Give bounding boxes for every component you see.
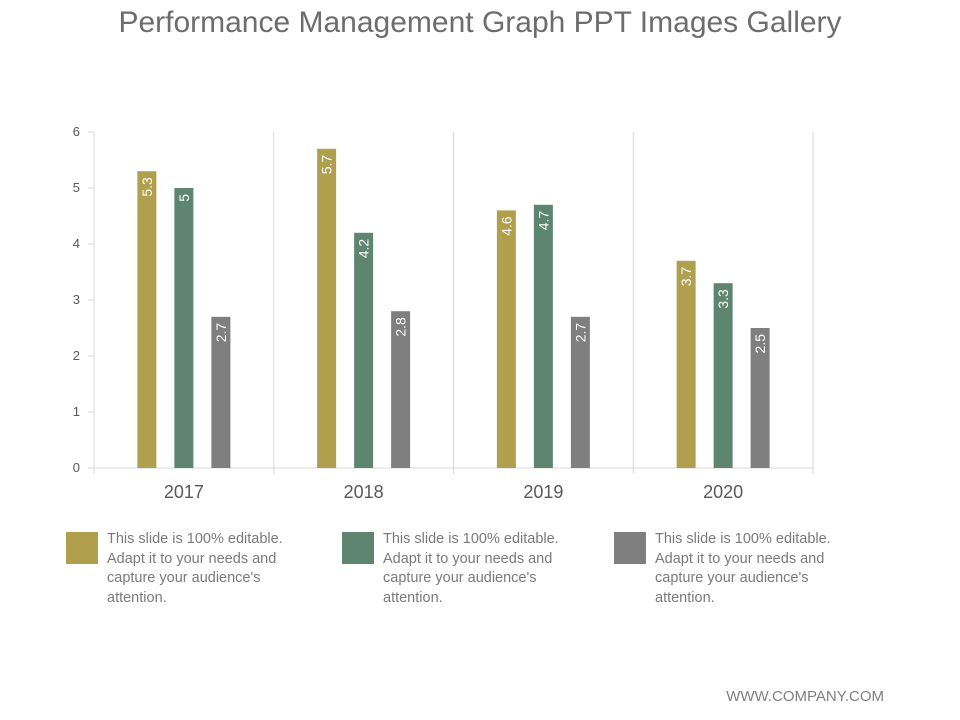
legend-text-2: This slide is 100% editable. Adapt it to… — [383, 531, 559, 606]
bar-series1-2020 — [676, 260, 696, 468]
bar-series2-2018 — [354, 232, 374, 468]
legend-swatch-1 — [66, 532, 98, 564]
data-label: 5 — [176, 194, 192, 202]
y-tick-label: 4 — [73, 236, 80, 251]
data-label: 2.5 — [752, 334, 768, 354]
legend-text-1: This slide is 100% editable. Adapt it to… — [107, 531, 283, 606]
y-tick-label: 6 — [73, 124, 80, 139]
bar-series2-2020 — [713, 283, 733, 468]
bar-series3-2020 — [750, 328, 770, 468]
bar-series3-2018 — [391, 311, 411, 468]
y-tick-label: 2 — [73, 348, 80, 363]
x-tick-label: 2018 — [344, 482, 384, 502]
bar-series3-2019 — [570, 316, 590, 468]
y-tick-label: 5 — [73, 180, 80, 195]
bar-chart: 0 1 2 3 4 5 6 2017 2018 2019 2020 5.3 5 2.7 5.7 4.2 2.8 4… — [73, 124, 814, 502]
legend-swatch-2 — [342, 532, 374, 564]
y-tick-label: 0 — [73, 460, 80, 475]
data-label: 4.2 — [356, 239, 372, 259]
y-tick-label: 3 — [73, 292, 80, 307]
data-label: 2.7 — [213, 323, 229, 343]
x-tick-label: 2019 — [523, 482, 563, 502]
bar-series1-2019 — [496, 210, 516, 468]
bar-series2-2019 — [533, 204, 553, 469]
bar-series1-2017 — [137, 171, 157, 468]
bar-series2-2017 — [174, 188, 194, 468]
x-tick-label: 2020 — [703, 482, 743, 502]
data-label: 5.7 — [319, 155, 335, 175]
legend-swatch-3 — [614, 532, 646, 564]
data-label: 3.3 — [715, 289, 731, 309]
y-tick-label: 1 — [73, 404, 80, 419]
data-label: 2.8 — [393, 317, 409, 337]
legend-text-3: This slide is 100% editable. Adapt it to… — [655, 531, 831, 606]
data-label: 4.7 — [535, 211, 551, 231]
x-tick-label: 2017 — [164, 482, 204, 502]
bar-series3-2017 — [211, 316, 231, 468]
data-label: 5.3 — [139, 177, 155, 197]
data-label: 3.7 — [678, 267, 694, 287]
footer-website: WWW.COMPANY.COM — [726, 688, 884, 705]
page-title: Performance Management Graph PPT Images … — [118, 6, 842, 39]
bar-series1-2018 — [317, 148, 337, 469]
data-label: 2.7 — [572, 323, 588, 343]
data-label: 4.6 — [498, 216, 514, 236]
